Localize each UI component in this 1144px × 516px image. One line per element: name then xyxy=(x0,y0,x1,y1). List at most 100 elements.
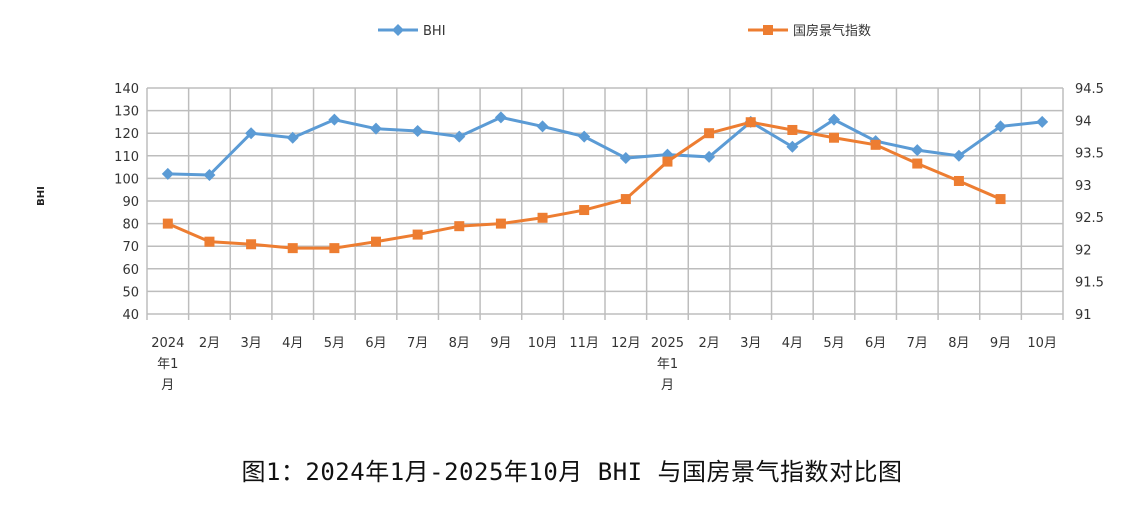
y-tick-label: 80 xyxy=(122,218,139,233)
x-tick-label-line: 4月 xyxy=(282,336,303,351)
bhi-point xyxy=(952,149,965,162)
y-tick-label: 140 xyxy=(114,82,139,97)
bhi-point xyxy=(286,131,299,144)
x-tick-label-line: 6月 xyxy=(865,336,886,351)
bhi-point xyxy=(161,167,174,180)
x-tick-label-line: 4月 xyxy=(782,336,803,351)
y2-tick-label: 92.5 xyxy=(1075,211,1104,226)
index-point xyxy=(787,124,798,135)
x-tick-label-line: 8月 xyxy=(948,336,969,351)
legend-marker-diamond-icon xyxy=(392,24,404,36)
index-point xyxy=(829,132,839,143)
x-tick-label: 7月 xyxy=(907,336,928,351)
x-tick-label: 9月 xyxy=(490,336,511,351)
x-tick-label: 6月 xyxy=(865,336,886,351)
y2-tick-label: 92 xyxy=(1075,243,1092,258)
index-point xyxy=(162,218,173,229)
x-tick-label-line: 8月 xyxy=(449,336,470,351)
y2-tick-label: 94 xyxy=(1075,114,1092,129)
index-point xyxy=(745,117,756,128)
x-tick-label: 5月 xyxy=(823,336,844,351)
x-tick-label: 2025 年1 月 xyxy=(651,336,684,393)
bhi-point xyxy=(245,127,258,140)
bhi-point xyxy=(578,130,591,143)
legend-label: BHI xyxy=(423,24,446,39)
x-tick-label-line: 年1 xyxy=(157,357,178,372)
index-point xyxy=(995,194,1006,205)
x-tick-label-line: 12月 xyxy=(611,336,641,351)
x-tick-label-line: 10月 xyxy=(528,336,558,351)
y2-tick-label: 93 xyxy=(1075,179,1092,194)
y2-tick-label: 91.5 xyxy=(1075,276,1104,291)
x-tick-label-line: 2025 xyxy=(651,336,684,351)
x-tick-label-line: 5月 xyxy=(823,336,844,351)
chart-caption: 图1：2024年1月-2025年10月 BHI 与国房景气指数对比图 xyxy=(241,458,903,486)
bhi-point xyxy=(619,152,632,165)
x-tick-label: 9月 xyxy=(990,336,1011,351)
index-point xyxy=(537,212,548,223)
bhi-point xyxy=(203,169,216,182)
x-tick-label: 10月 xyxy=(528,336,558,351)
x-tick-label-line: 10月 xyxy=(1027,336,1057,351)
x-tick-label-line: 5月 xyxy=(324,336,345,351)
index-point xyxy=(662,156,673,167)
y-tick-label: 130 xyxy=(114,105,139,120)
y2-tick-label: 94.5 xyxy=(1075,82,1104,97)
index-point xyxy=(579,205,590,216)
legend-label: 国房景气指数 xyxy=(793,23,871,39)
bhi-point xyxy=(411,124,424,137)
x-tick-label-line: 3月 xyxy=(240,336,261,351)
index-point xyxy=(246,239,257,250)
legend-marker-square-icon xyxy=(763,25,773,35)
x-tick-label-line: 9月 xyxy=(990,336,1011,351)
x-tick-label-line: 7月 xyxy=(407,336,428,351)
index-point xyxy=(912,158,923,169)
x-tick-label: 2月 xyxy=(199,336,220,351)
x-tick-label-line: 11月 xyxy=(569,336,599,351)
x-tick-label: 3月 xyxy=(740,336,761,351)
bhi-point xyxy=(328,113,341,126)
bhi-point xyxy=(703,150,716,163)
y-tick-label: 110 xyxy=(114,150,139,165)
index-point xyxy=(620,194,631,205)
x-tick-label: 5月 xyxy=(324,336,345,351)
bhi-point xyxy=(828,113,840,126)
y-tick-label: 50 xyxy=(122,285,139,300)
index-point xyxy=(495,218,506,229)
x-tick-label: 8月 xyxy=(948,336,969,351)
index-point xyxy=(412,229,423,240)
x-tick-label-line: 年1 xyxy=(657,357,678,372)
index-point xyxy=(454,221,465,232)
y2-tick-label: 93.5 xyxy=(1075,147,1104,162)
x-tick-label: 6月 xyxy=(365,336,386,351)
x-tick-label-line: 9月 xyxy=(490,336,511,351)
y-tick-label: 60 xyxy=(122,263,139,278)
index-point xyxy=(329,243,340,254)
x-tick-label-line: 3月 xyxy=(740,336,761,351)
x-tick-label: 8月 xyxy=(449,336,470,351)
x-tick-label-line: 月 xyxy=(161,378,174,393)
y-tick-label: 40 xyxy=(122,308,139,323)
y2-tick-label: 91 xyxy=(1075,308,1092,323)
x-tick-label: 7月 xyxy=(407,336,428,351)
bhi-point xyxy=(994,120,1007,133)
y-tick-label: 90 xyxy=(122,195,139,210)
x-tick-label: 2月 xyxy=(698,336,719,351)
x-tick-label: 4月 xyxy=(782,336,803,351)
bhi-point xyxy=(536,120,549,133)
x-tick-label-line: 2024 xyxy=(151,336,184,351)
x-tick-label: 2024 年1 月 xyxy=(151,336,184,393)
chart: 40 50 60 70 80 90 100 110 120 130 140 91 91.5 92 92.5 9… xyxy=(36,23,1104,393)
index-point xyxy=(704,128,715,139)
bhi-point xyxy=(370,122,382,135)
y-tick-label: 70 xyxy=(122,240,139,255)
index-point xyxy=(371,236,381,247)
bhi-point xyxy=(786,140,799,153)
y-axis-label: BHI xyxy=(36,186,47,206)
x-tick-label-line: 月 xyxy=(661,378,674,393)
x-tick-label: 11月 xyxy=(569,336,599,351)
x-tick-label: 12月 xyxy=(611,336,641,351)
bhi-point xyxy=(453,130,466,143)
index-point xyxy=(870,139,881,150)
x-tick-label-line: 7月 xyxy=(907,336,928,351)
